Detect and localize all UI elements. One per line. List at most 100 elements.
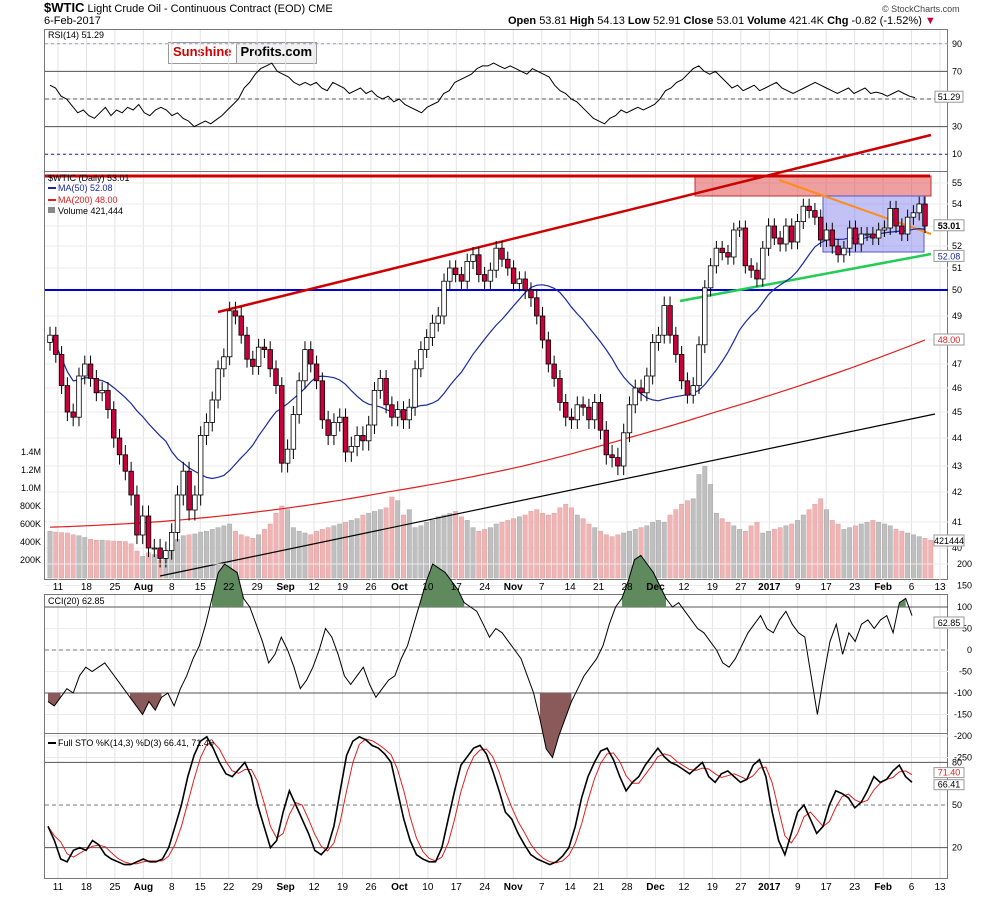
cci-tick-label: -100 xyxy=(954,688,972,698)
x-axis-label-bottom: 14 xyxy=(565,882,577,893)
candle-body xyxy=(122,454,129,472)
volume-bar xyxy=(64,532,70,579)
candle-body xyxy=(817,216,824,241)
volume-bar xyxy=(401,514,406,579)
candle-body xyxy=(157,547,163,559)
close-label: Close xyxy=(683,15,714,27)
candle-body xyxy=(800,205,807,222)
candle-body xyxy=(765,225,772,249)
volume-bar xyxy=(395,500,401,579)
x-axis-label: 2017 xyxy=(758,582,781,593)
x-axis-label: 14 xyxy=(565,582,577,593)
candle-body xyxy=(435,315,441,324)
chg-value: -0.82 (-1.52%) xyxy=(851,15,922,27)
volume-bar xyxy=(615,534,621,579)
volume-bar xyxy=(273,512,279,579)
candle-body xyxy=(829,229,835,247)
candle-body xyxy=(348,445,355,453)
volume-bar xyxy=(667,514,673,579)
candle-body xyxy=(418,349,424,370)
volume-bar xyxy=(343,521,348,579)
price-tick-label: 45 xyxy=(952,407,962,417)
candle-body xyxy=(812,210,818,218)
candle-body xyxy=(470,254,476,262)
candle-body xyxy=(377,377,383,391)
candle-body xyxy=(528,289,534,299)
green-support-trendline xyxy=(679,252,932,303)
candle-body xyxy=(290,414,297,450)
volume-bar xyxy=(847,527,853,579)
volume-bar xyxy=(887,525,893,579)
x-axis-label-bottom: 23 xyxy=(849,882,861,893)
volume-bar xyxy=(99,539,105,579)
cci-oversold-fill xyxy=(48,693,61,706)
volume-bar xyxy=(151,554,157,579)
volume-bar xyxy=(447,512,453,579)
volume-bar xyxy=(824,509,829,579)
candle-body xyxy=(313,363,320,382)
volume-bar xyxy=(592,527,598,579)
x-axis-label: Nov xyxy=(504,582,523,593)
x-axis-label: 10 xyxy=(422,582,434,593)
candle-body xyxy=(789,225,795,243)
candle-body xyxy=(452,267,459,275)
volume-tick-label: 400K xyxy=(20,537,41,547)
volume-bar xyxy=(916,536,922,579)
volume-bar xyxy=(742,530,748,579)
price-tick-label: 42 xyxy=(952,487,962,497)
volume-bar xyxy=(464,520,470,579)
candle-body xyxy=(586,406,592,421)
volume-tick-label: 600K xyxy=(20,519,41,529)
candle-body xyxy=(284,448,291,464)
logo-part2: Profits.com xyxy=(235,43,317,63)
candle-body xyxy=(429,322,436,339)
volume-bar xyxy=(719,518,725,579)
x-axis-label: 18 xyxy=(81,582,93,593)
volume-bar xyxy=(308,534,314,579)
price-tick-label: 49 xyxy=(952,311,962,321)
x-axis-label-bottom: 6 xyxy=(909,882,915,893)
chart-symbol: $WTIC Light Crude Oil - Continuous Contr… xyxy=(44,0,333,15)
volume-bar xyxy=(748,525,754,579)
x-axis-label: 13 xyxy=(934,582,946,593)
price-title: $WTIC (Daily) 53.01 xyxy=(48,173,130,183)
candle-body xyxy=(615,457,621,467)
candle-body xyxy=(661,305,667,336)
x-axis-label-bottom: 19 xyxy=(337,882,349,893)
ma50-legend: MA(50) 52.08 xyxy=(58,183,113,193)
candle-body xyxy=(794,221,801,243)
exchange: CME xyxy=(308,3,333,15)
candle-body xyxy=(337,416,343,423)
x-axis-label-bottom: 2017 xyxy=(758,882,781,893)
volume-bar xyxy=(267,523,273,579)
volume-bar xyxy=(111,540,117,579)
cci-tick-label: -200 xyxy=(954,731,972,741)
x-axis-label-bottom: 12 xyxy=(309,882,321,893)
volume-bar xyxy=(586,523,592,579)
candle-body xyxy=(168,532,175,552)
candle-body xyxy=(922,203,928,227)
volume-bar xyxy=(905,532,911,579)
candle-body xyxy=(371,389,378,426)
volume-bar xyxy=(296,530,302,579)
volume-bar xyxy=(574,514,580,579)
volume-bar xyxy=(563,503,569,579)
candle-body xyxy=(505,258,511,269)
sto-title: Full STO %K(14,3) %D(3) 66.41, 71.40 xyxy=(58,738,214,748)
price-tick-label: 43 xyxy=(952,461,962,471)
rsi-last-label: 51.29 xyxy=(938,92,961,102)
candle-body xyxy=(835,245,841,256)
candle-body xyxy=(777,237,783,245)
cci-overbought-fill xyxy=(621,555,666,607)
x-axis-label-bottom: 19 xyxy=(707,882,719,893)
cci-tick-label: 0 xyxy=(967,645,972,655)
volume-bar xyxy=(192,533,198,579)
x-axis-label-bottom: 15 xyxy=(195,882,207,893)
volume-bar xyxy=(325,527,331,579)
volume-bar xyxy=(789,523,795,579)
copyright: © StockCharts.com xyxy=(882,4,960,14)
high-value: 54.13 xyxy=(597,15,625,27)
volume-bar xyxy=(47,530,53,579)
volume-bar xyxy=(302,532,308,579)
x-axis-label-bottom: 26 xyxy=(365,882,377,893)
